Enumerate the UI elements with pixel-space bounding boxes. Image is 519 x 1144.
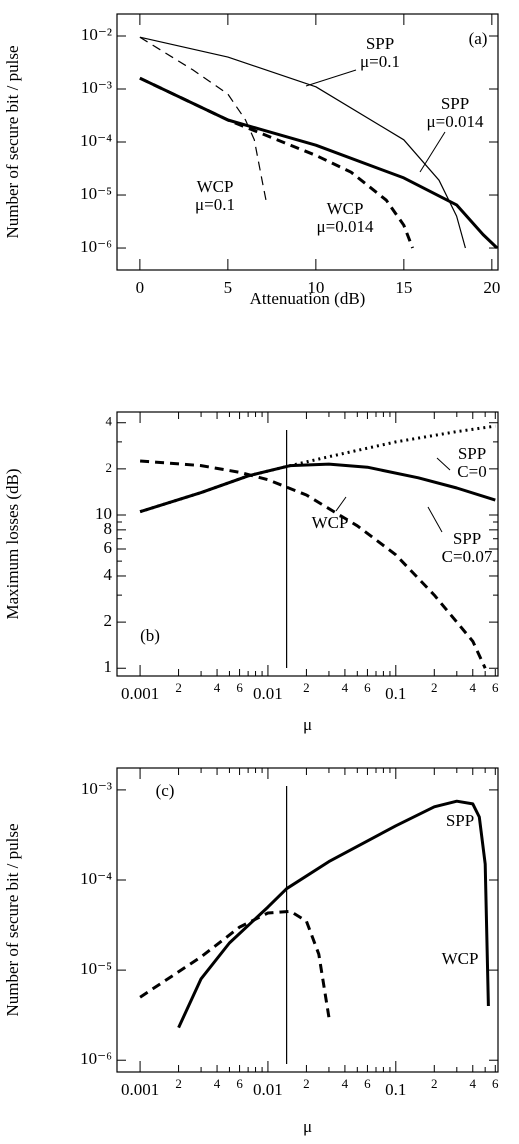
y-tick-label: 2: [106, 460, 113, 475]
series-line: [139, 462, 496, 514]
x-tick-label: 6: [492, 1076, 499, 1091]
x-tick-label: 4: [342, 1076, 349, 1091]
y-tick-label: 10⁻⁶: [80, 237, 112, 256]
series-line: [139, 459, 487, 669]
annotation: SPP: [453, 529, 481, 548]
x-tick-label: 2: [431, 1076, 438, 1091]
x-tick-label: 4: [214, 1076, 221, 1091]
x-tick-label: 0.01: [253, 684, 283, 703]
annotation: SPP: [458, 444, 486, 463]
x-tick-label: 6: [236, 680, 243, 695]
annotation: (b): [140, 626, 160, 645]
y-tick-label: 2: [104, 611, 113, 630]
y-tick-label: 6: [104, 538, 113, 557]
x-tick-label: 5: [224, 278, 233, 297]
x-tick-label: 6: [236, 1076, 243, 1091]
y-axis-title: Number of secure bit / pulse: [3, 45, 22, 238]
annotation: (a): [469, 29, 488, 48]
annotation: μ=0.014: [427, 112, 484, 131]
annotation: SPP: [446, 811, 474, 830]
x-tick-label: 0: [136, 278, 145, 297]
series-line: [139, 76, 414, 249]
annotation: WCP: [197, 177, 234, 196]
x-tick-label: 2: [175, 680, 182, 695]
series-line: [139, 36, 268, 204]
y-tick-label: 4: [106, 414, 113, 429]
series-line: [177, 799, 490, 1029]
plot-frame: [116, 767, 499, 1073]
annotation: μ=0.1: [195, 195, 235, 214]
y-tick-label: 10⁻⁵: [80, 184, 112, 203]
x-tick-label: 10: [307, 278, 324, 297]
x-tick-label: 2: [303, 1076, 310, 1091]
x-tick-label: 0.001: [121, 684, 159, 703]
x-axis-title: Attenuation (dB): [250, 289, 366, 308]
x-tick-label: 4: [470, 680, 477, 695]
plot-frame: [116, 411, 499, 677]
y-tick-label: 10⁻²: [81, 25, 112, 44]
x-tick-label: 0.1: [385, 1080, 406, 1099]
x-tick-label: 4: [470, 1076, 477, 1091]
y-axis-title: Maximum losses (dB): [3, 468, 22, 619]
series-line: [139, 909, 331, 1018]
annotation: C=0.07: [442, 547, 493, 566]
x-tick-label: 0.01: [253, 1080, 283, 1099]
y-tick-label: 10⁻³: [81, 78, 112, 97]
series-line: [139, 36, 466, 249]
annotation-leader: [335, 496, 347, 512]
x-tick-label: 6: [364, 1076, 371, 1091]
annotation-leader: [419, 131, 446, 173]
x-tick-label: 20: [483, 278, 500, 297]
annotation: WCP: [312, 513, 349, 532]
x-tick-label: 6: [492, 680, 499, 695]
y-tick-label: 10⁻⁴: [80, 131, 112, 150]
y-tick-label: 10⁻⁶: [80, 1049, 112, 1068]
x-tick-label: 2: [431, 680, 438, 695]
annotation: μ=0.014: [317, 217, 374, 236]
annotation: μ=0.1: [360, 52, 400, 71]
annotation: WCP: [327, 199, 364, 218]
annotation: SPP: [441, 94, 469, 113]
x-tick-label: 4: [342, 680, 349, 695]
x-tick-label: 2: [175, 1076, 182, 1091]
x-axis-title: μ: [303, 1117, 312, 1136]
x-axis-title: μ: [303, 715, 312, 734]
y-tick-label: 10⁻⁴: [80, 869, 112, 888]
annotation-leader: [436, 457, 451, 471]
annotation: (c): [156, 781, 175, 800]
annotation: SPP: [366, 34, 394, 53]
y-axis-title: Number of secure bit / pulse: [3, 823, 22, 1016]
y-tick-label: 1: [104, 657, 113, 676]
y-tick-label: 10: [95, 504, 112, 523]
x-tick-label: 4: [214, 680, 221, 695]
series-line: [139, 424, 496, 514]
x-tick-label: 15: [395, 278, 412, 297]
y-tick-label: 10⁻³: [81, 779, 112, 798]
annotation-leader: [305, 69, 357, 87]
annotation-leader: [427, 506, 443, 533]
annotation: WCP: [442, 949, 479, 968]
x-tick-label: 2: [303, 680, 310, 695]
x-tick-label: 0.001: [121, 1080, 159, 1099]
y-tick-label: 4: [104, 565, 113, 584]
annotation: C=0: [457, 462, 486, 481]
y-tick-label: 8: [104, 519, 113, 538]
x-tick-label: 0.1: [385, 684, 406, 703]
y-tick-label: 10⁻⁵: [80, 959, 112, 978]
x-tick-label: 6: [364, 680, 371, 695]
